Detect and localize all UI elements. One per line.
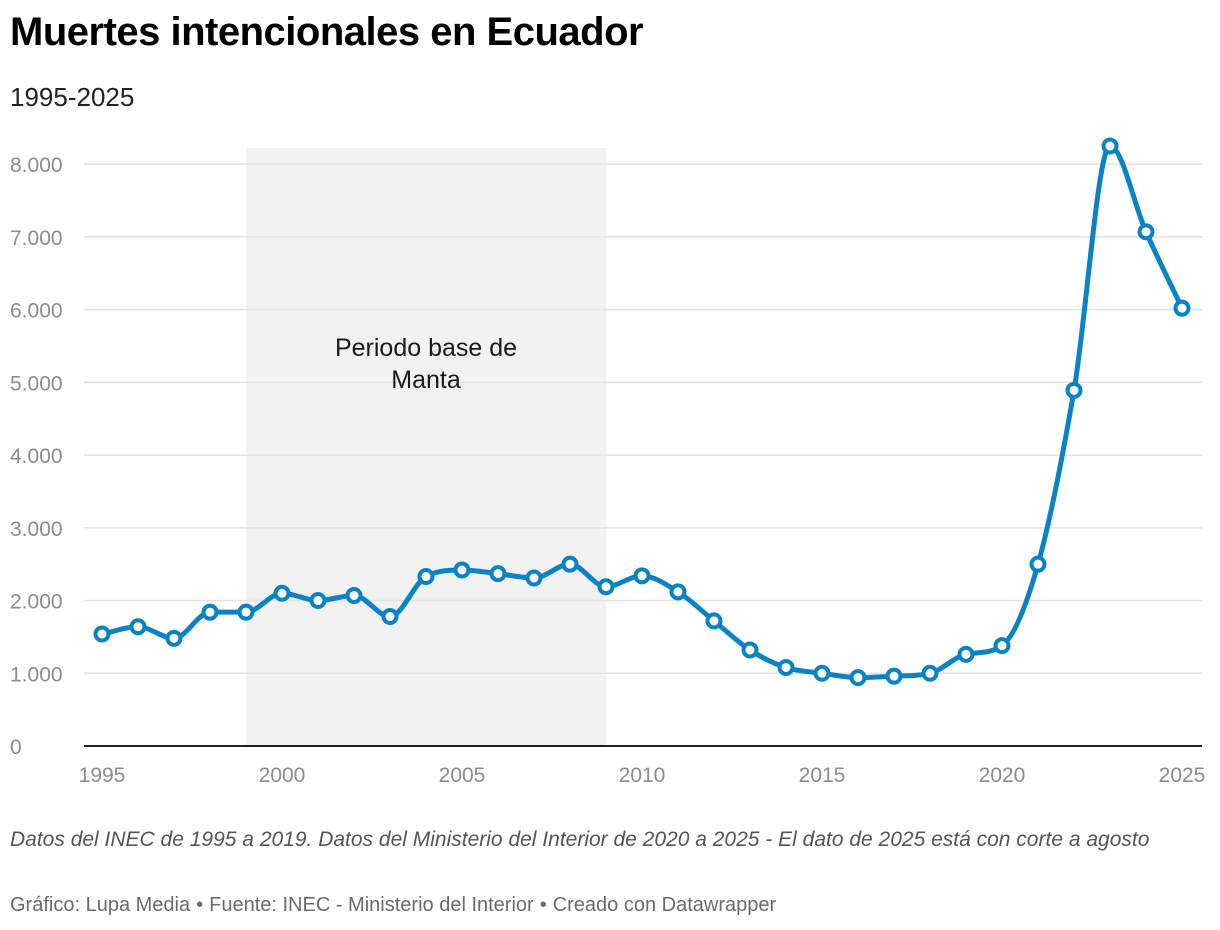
data-point xyxy=(525,569,543,587)
x-tick-label: 2010 xyxy=(619,764,666,787)
data-point xyxy=(849,669,867,687)
data-point xyxy=(741,641,759,659)
data-point xyxy=(1029,555,1047,573)
data-point xyxy=(993,637,1011,655)
chart-title: Muertes intencionales en Ecuador xyxy=(10,10,644,54)
data-point xyxy=(165,629,183,647)
y-tick-label: 4.000 xyxy=(10,445,63,468)
data-point xyxy=(201,603,219,621)
data-point xyxy=(561,555,579,573)
y-tick-label: 7.000 xyxy=(10,227,63,250)
y-tick-label: 0 xyxy=(10,736,22,759)
data-point xyxy=(1173,299,1191,317)
data-point xyxy=(597,578,615,596)
data-point xyxy=(705,612,723,630)
credit-separator: • xyxy=(196,894,204,916)
chart-subtitle: 1995-2025 xyxy=(10,82,135,112)
line-chart: 0 1.000 2.000 3.000 4.000 5.000 6.000 7.000 8.00… xyxy=(10,137,1206,787)
highlight-label: Periodo base de Manta xyxy=(335,334,517,394)
y-tick-label: 2.000 xyxy=(10,591,63,614)
x-tick-label: 2015 xyxy=(799,764,846,787)
y-tick-label: 3.000 xyxy=(10,518,63,541)
x-tick-label: 2005 xyxy=(439,764,486,787)
x-tick-label: 2020 xyxy=(979,764,1026,787)
y-tick-label: 6.000 xyxy=(10,300,63,323)
data-point xyxy=(777,658,795,676)
credit-source: Fuente: INEC - Ministerio del Interior xyxy=(209,894,534,916)
data-point xyxy=(453,561,471,579)
data-point xyxy=(1137,223,1155,241)
data-point xyxy=(813,664,831,682)
data-point xyxy=(381,608,399,626)
data-point xyxy=(1065,381,1083,399)
y-tick-label: 5.000 xyxy=(10,372,63,395)
data-point xyxy=(309,592,327,610)
data-point xyxy=(669,583,687,601)
data-point xyxy=(273,584,291,602)
data-point xyxy=(921,664,939,682)
y-tick-label: 8.000 xyxy=(10,154,63,177)
x-tick-label: 2000 xyxy=(259,764,306,787)
credit-separator: • xyxy=(539,894,547,916)
chart-note: Datos del INEC de 1995 a 2019. Datos del… xyxy=(10,828,1150,851)
chart-credits: Gráfico: Lupa Media • Fuente: INEC - Minis… xyxy=(10,894,776,917)
x-tick-label: 2025 xyxy=(1159,764,1206,787)
credit-chart: Gráfico: Lupa Media xyxy=(10,894,191,916)
data-point xyxy=(417,568,435,586)
y-tick-label: 1.000 xyxy=(10,663,63,686)
highlight-band xyxy=(246,148,606,746)
credit-tool: Creado con Datawrapper xyxy=(552,894,777,916)
data-point xyxy=(633,567,651,585)
data-point xyxy=(1101,137,1119,155)
data-point xyxy=(345,586,363,604)
data-point xyxy=(93,625,111,643)
data-point xyxy=(489,565,507,583)
data-point xyxy=(129,618,147,636)
data-point xyxy=(957,645,975,663)
x-tick-label: 1995 xyxy=(79,764,126,787)
data-point xyxy=(237,603,255,621)
data-point xyxy=(885,667,903,685)
